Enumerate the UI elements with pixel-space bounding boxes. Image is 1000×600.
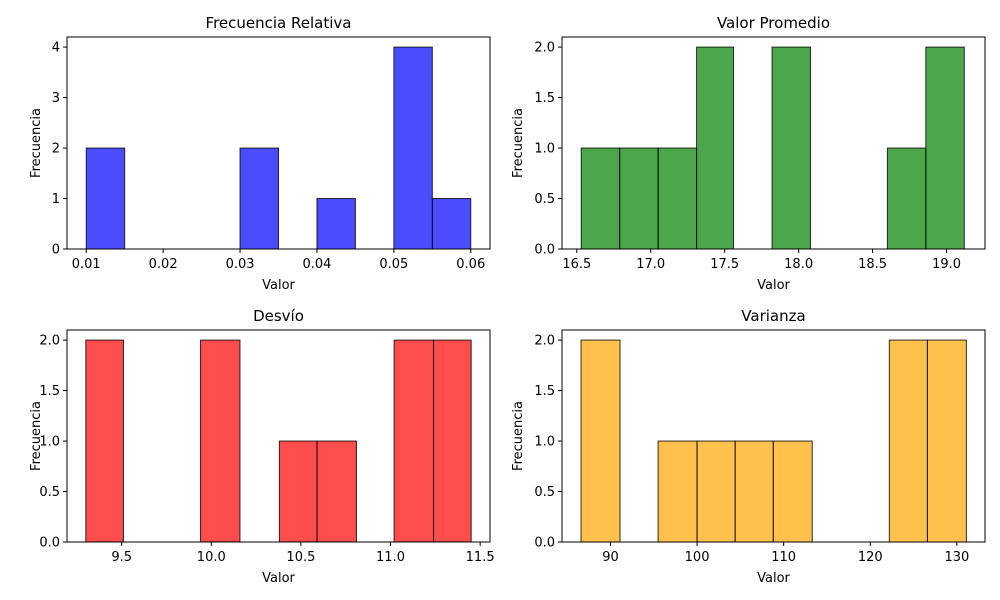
histogram-bar	[925, 46, 965, 250]
y-tick-label: 2.0	[534, 41, 555, 56]
histogram-bar	[886, 147, 927, 250]
subplot-2: 16.5 17.0 17.5 18.0 18.5 19.0 0.0 0.5 1.0 1.5 2.0 V…	[511, 14, 986, 293]
histogram-bar	[85, 339, 124, 543]
histogram-bar	[696, 440, 736, 543]
x-tick-label: 120	[858, 550, 883, 565]
y-tick-label: 0.5	[534, 192, 555, 207]
x-tick-label: 0.03	[226, 257, 255, 272]
y-tick-label: 1.5	[534, 384, 555, 399]
histogram-bar	[393, 46, 433, 250]
x-tick-label: 17.5	[710, 257, 739, 272]
y-tick-label: 1.0	[39, 435, 60, 450]
y-axis-label: Frecuencia	[511, 108, 526, 178]
y-tick-label: 1.5	[39, 384, 60, 399]
subplot-3: 9.5 10.0 10.5 11.0 11.5 0.0 0.5 1.0 1.5 2.0 Desvío…	[29, 307, 495, 586]
subplot-4: 90 100 110 120 130 0.0 0.5 1.0 1.5 2.0 Varianza Val…	[511, 307, 986, 586]
y-axis-label: Frecuencia	[511, 401, 526, 471]
x-tick-label: 110	[771, 550, 796, 565]
histogram-bar	[926, 339, 967, 543]
histogram-bar	[85, 147, 126, 250]
x-tick-label: 0.01	[72, 257, 101, 272]
x-tick-label: 0.04	[302, 257, 331, 272]
x-tick-label: 10.0	[197, 550, 226, 565]
x-tick-label: 11.0	[376, 550, 405, 565]
x-tick-label: 17.0	[636, 257, 665, 272]
y-tick-label: 1.5	[534, 91, 555, 106]
histogram-bar	[772, 440, 813, 543]
histogram-bar	[316, 198, 356, 250]
y-tick-label: 1	[52, 192, 60, 207]
x-tick-label: 130	[944, 550, 969, 565]
x-tick-label: 10.5	[286, 550, 315, 565]
histogram-bar	[278, 440, 318, 543]
y-tick-label: 2	[52, 142, 60, 157]
y-tick-label: 0	[52, 243, 60, 258]
chart-title: Valor Promedio	[717, 14, 830, 32]
x-axis-label: Valor	[262, 278, 295, 293]
histogram-bar	[239, 147, 279, 250]
y-tick-label: 2.0	[39, 334, 60, 349]
histogram-bar	[316, 440, 357, 543]
plot-frame	[66, 36, 491, 250]
subplot-1: 0.01 0.02 0.03 0.04 0.05 0.06 0 1 2 3 4 Frecuencia …	[29, 14, 491, 293]
histogram-bar	[580, 147, 621, 250]
histogram-bar	[696, 46, 735, 250]
plot-frame	[561, 36, 986, 250]
x-tick-label: 18.0	[784, 257, 813, 272]
y-tick-label: 2.0	[534, 334, 555, 349]
histogram-bar	[771, 46, 811, 250]
y-tick-label: 4	[52, 41, 60, 56]
plot-frame	[561, 329, 986, 543]
histogram-bar	[657, 147, 698, 250]
histogram-bar	[657, 440, 698, 543]
histogram-bar	[431, 198, 472, 250]
plot-frame	[66, 329, 491, 543]
histogram-bar	[393, 339, 435, 543]
chart-title: Varianza	[741, 307, 805, 325]
y-tick-label: 0.5	[534, 485, 555, 500]
y-tick-label: 1.0	[534, 435, 555, 450]
x-axis-label: Valor	[262, 571, 295, 586]
x-tick-label: 0.06	[456, 257, 485, 272]
y-tick-label: 0.0	[39, 536, 60, 551]
histogram-bar	[200, 339, 241, 543]
histogram-bar	[619, 147, 659, 250]
chart-title: Desvío	[253, 307, 304, 325]
x-axis-label: Valor	[757, 278, 790, 293]
histogram-bar	[580, 339, 621, 543]
x-tick-label: 0.02	[149, 257, 178, 272]
x-tick-label: 90	[602, 550, 619, 565]
x-tick-label: 18.5	[858, 257, 887, 272]
y-tick-label: 1.0	[534, 142, 555, 157]
x-tick-label: 19.0	[932, 257, 961, 272]
chart-title: Frecuencia Relativa	[206, 14, 352, 32]
histogram-bar	[433, 339, 472, 543]
y-tick-label: 0.5	[39, 485, 60, 500]
y-tick-label: 0.0	[534, 243, 555, 258]
y-tick-label: 3	[52, 91, 60, 106]
x-axis-label: Valor	[757, 571, 790, 586]
y-tick-label: 0.0	[534, 536, 555, 551]
y-axis-label: Frecuencia	[29, 401, 44, 471]
x-tick-label: 11.5	[466, 550, 495, 565]
x-tick-label: 9.5	[111, 550, 132, 565]
x-tick-label: 100	[685, 550, 710, 565]
histogram-bar	[734, 440, 774, 543]
x-tick-label: 0.05	[379, 257, 408, 272]
y-axis-label: Frecuencia	[29, 108, 44, 178]
histogram-bar	[888, 339, 928, 543]
x-tick-label: 16.5	[562, 257, 591, 272]
